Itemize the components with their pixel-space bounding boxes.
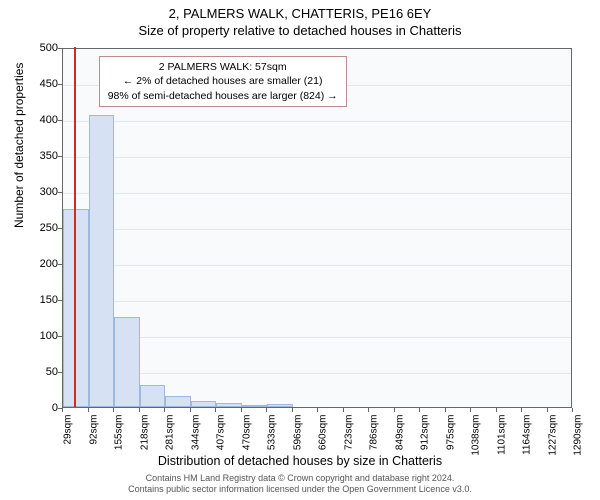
histogram-bar [114, 317, 140, 407]
grid-line [63, 193, 571, 194]
y-tick-label: 350 [18, 150, 58, 162]
x-tick-mark [572, 408, 573, 412]
histogram-bar [140, 385, 166, 407]
y-tick-label: 0 [18, 402, 58, 414]
x-tick-mark [368, 408, 369, 412]
y-tick-mark [58, 264, 62, 265]
x-tick-mark [113, 408, 114, 412]
plot-area: 2 PALMERS WALK: 57sqm← 2% of detached ho… [62, 48, 572, 408]
annotation-line: 98% of semi-detached houses are larger (… [108, 89, 338, 103]
x-tick-mark [343, 408, 344, 412]
annotation-line: 2 PALMERS WALK: 57sqm [108, 60, 338, 74]
x-tick-mark [88, 408, 89, 412]
grid-line [63, 121, 571, 122]
x-tick-mark [215, 408, 216, 412]
y-tick-mark [58, 372, 62, 373]
y-tick-label: 400 [18, 114, 58, 126]
x-tick-mark [394, 408, 395, 412]
x-tick-mark [62, 408, 63, 412]
annotation-line: ← 2% of detached houses are smaller (21) [108, 74, 338, 88]
x-axis-label: Distribution of detached houses by size … [0, 454, 600, 468]
histogram-bar [191, 401, 217, 407]
histogram-bar [216, 403, 242, 407]
histogram-bar [89, 115, 115, 407]
chart-container: 2 PALMERS WALK: 57sqm← 2% of detached ho… [62, 48, 572, 408]
footer-line2: Contains public sector information licen… [0, 484, 600, 496]
x-tick-mark [521, 408, 522, 412]
grid-line [63, 301, 571, 302]
y-tick-label: 500 [18, 42, 58, 54]
y-tick-mark [58, 228, 62, 229]
x-tick-mark [190, 408, 191, 412]
x-tick-mark [317, 408, 318, 412]
y-tick-label: 450 [18, 78, 58, 90]
grid-line [63, 229, 571, 230]
y-tick-mark [58, 156, 62, 157]
footer-line1: Contains HM Land Registry data © Crown c… [0, 473, 600, 485]
histogram-bar [165, 396, 191, 407]
x-tick-mark [445, 408, 446, 412]
x-tick-mark [496, 408, 497, 412]
x-tick-mark [241, 408, 242, 412]
y-tick-label: 250 [18, 222, 58, 234]
x-tick-mark [419, 408, 420, 412]
x-tick-mark [470, 408, 471, 412]
x-tick-mark [292, 408, 293, 412]
x-tick-mark [547, 408, 548, 412]
histogram-bar [267, 404, 293, 407]
footer-attribution: Contains HM Land Registry data © Crown c… [0, 473, 600, 496]
y-tick-label: 300 [18, 186, 58, 198]
y-tick-mark [58, 48, 62, 49]
x-tick-mark [266, 408, 267, 412]
y-tick-mark [58, 84, 62, 85]
property-marker-line [74, 47, 76, 407]
y-tick-label: 150 [18, 294, 58, 306]
grid-line [63, 157, 571, 158]
chart-title-block: 2, PALMERS WALK, CHATTERIS, PE16 6EY Siz… [0, 0, 600, 38]
y-tick-label: 50 [18, 366, 58, 378]
annotation-box: 2 PALMERS WALK: 57sqm← 2% of detached ho… [99, 56, 347, 107]
y-tick-mark [58, 192, 62, 193]
y-tick-mark [58, 336, 62, 337]
y-tick-mark [58, 300, 62, 301]
chart-title-address: 2, PALMERS WALK, CHATTERIS, PE16 6EY [0, 6, 600, 21]
chart-title-subtitle: Size of property relative to detached ho… [0, 23, 600, 38]
histogram-bar [242, 405, 268, 407]
grid-line [63, 265, 571, 266]
x-tick-mark [139, 408, 140, 412]
x-tick-mark [164, 408, 165, 412]
y-tick-mark [58, 120, 62, 121]
y-tick-label: 200 [18, 258, 58, 270]
y-tick-label: 100 [18, 330, 58, 342]
